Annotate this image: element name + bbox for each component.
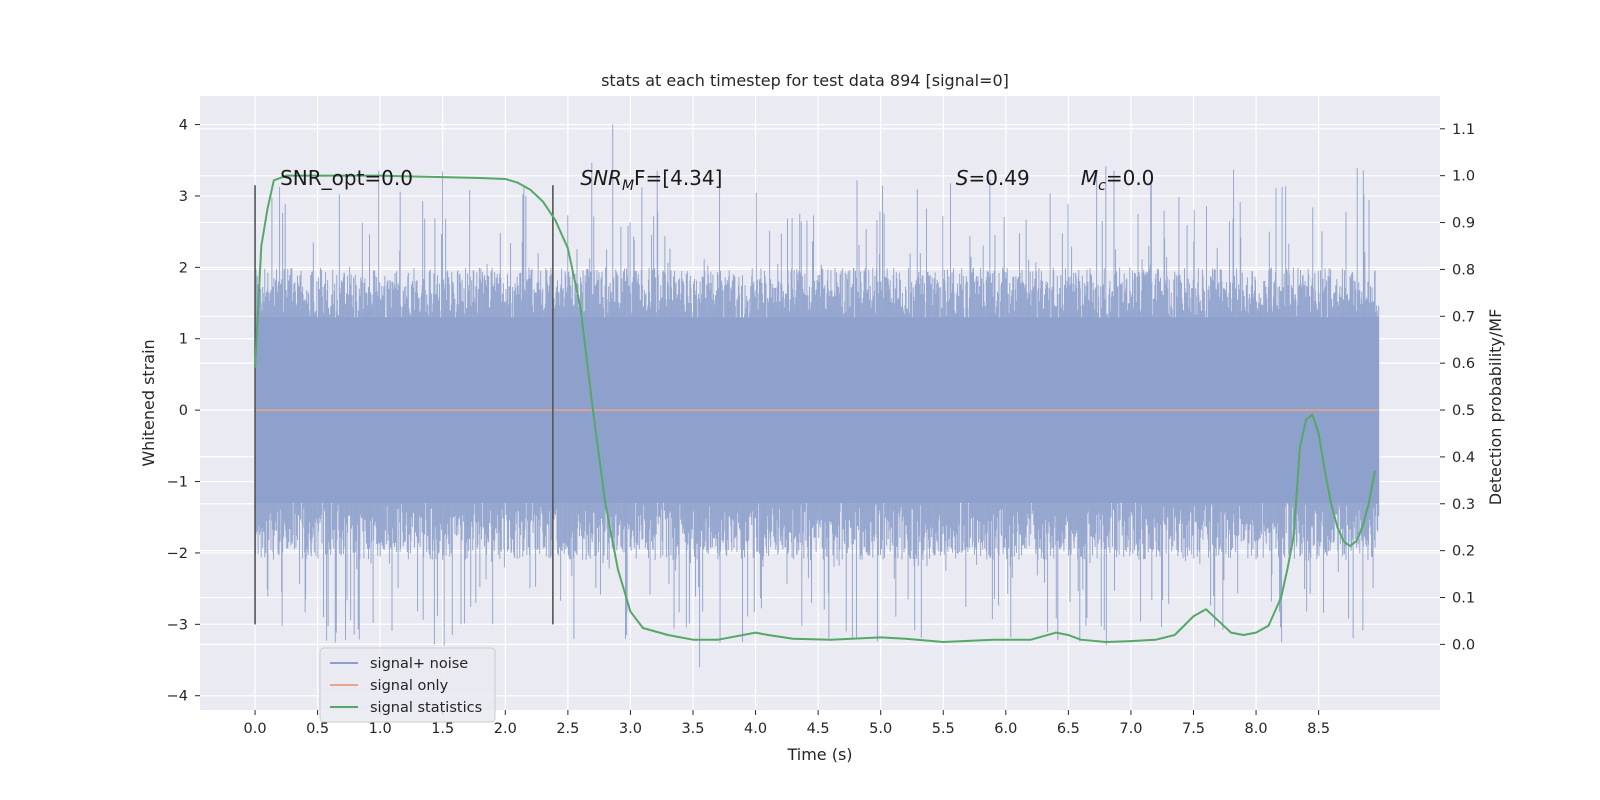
x-tick-label-16: 8.0 bbox=[1245, 721, 1268, 737]
annotation-3: Mc=0.0 bbox=[1081, 166, 1155, 194]
y-tick-label-2: 2 bbox=[179, 260, 188, 276]
y-tick-label-4: 0 bbox=[179, 403, 188, 419]
x-tick-label-0: 0.0 bbox=[244, 721, 267, 737]
y2-tick-label-8: 0.3 bbox=[1452, 497, 1475, 513]
legend-label-signal-noise: signal+ noise bbox=[370, 656, 468, 672]
legend-label-signal-statistics: signal statistics bbox=[370, 700, 482, 716]
x-tick-label-7: 3.5 bbox=[681, 721, 704, 737]
y2-tick-label-5: 0.6 bbox=[1452, 356, 1475, 372]
statistics-line bbox=[254, 174, 1376, 644]
y-axis-ticks: 4 3 2 1 0 −1 −2 −3 −4 bbox=[167, 118, 200, 705]
x-axis-label: Time (s) bbox=[786, 745, 852, 764]
x-tick-label-17: 8.5 bbox=[1307, 721, 1330, 737]
chart-title: stats at each timestep for test data 894… bbox=[601, 71, 1009, 90]
y2-tick-label-9: 0.2 bbox=[1452, 544, 1475, 560]
legend: signal+ noise signal only signal statist… bbox=[319, 647, 496, 723]
y-tick-label-6: −2 bbox=[167, 546, 188, 562]
x-tick-label-13: 6.5 bbox=[1057, 721, 1080, 737]
y2-axis-ticks: 1.1 1.0 0.9 0.8 0.7 0.6 0.5 0.4 0.3 0.2 0.1 0.0 bbox=[1440, 122, 1475, 653]
vertical-markers bbox=[254, 185, 554, 625]
x-tick-label-12: 6.0 bbox=[994, 721, 1017, 737]
series-signal-statistics bbox=[254, 174, 1376, 644]
x-tick-label-4: 2.0 bbox=[494, 721, 517, 737]
y2-tick-label-6: 0.5 bbox=[1452, 403, 1475, 419]
x-tick-label-6: 3.0 bbox=[619, 721, 642, 737]
x-tick-label-3: 1.5 bbox=[431, 721, 454, 737]
y2-tick-label-10: 0.1 bbox=[1452, 591, 1475, 607]
y2-tick-label-3: 0.8 bbox=[1452, 262, 1475, 278]
x-axis-ticks: 0.0 0.5 1.0 1.5 2.0 2.5 3.0 3.5 4.0 4.5 5.0 5.5 6.0 6… bbox=[244, 710, 1330, 737]
y-axis-label: Whitened strain bbox=[139, 339, 158, 466]
y-tick-label-0: 4 bbox=[179, 118, 188, 134]
y-tick-label-3: 1 bbox=[179, 332, 188, 348]
annotations: SNR_opt=0.0 SNRMF=[4.34] S=0.49 Mc=0.0 bbox=[280, 166, 1154, 194]
y-tick-label-5: −1 bbox=[167, 475, 188, 491]
x-tick-label-8: 4.0 bbox=[744, 721, 767, 737]
x-tick-label-9: 4.5 bbox=[807, 721, 830, 737]
y2-axis-label: Detection probability/MF bbox=[1486, 309, 1505, 506]
x-tick-label-10: 5.0 bbox=[869, 721, 892, 737]
x-tick-label-11: 5.5 bbox=[932, 721, 955, 737]
y-tick-label-1: 3 bbox=[179, 189, 188, 205]
x-tick-label-5: 2.5 bbox=[556, 721, 579, 737]
x-tick-label-2: 1.0 bbox=[369, 721, 392, 737]
x-tick-label-14: 7.0 bbox=[1119, 721, 1142, 737]
annotation-0: SNR_opt=0.0 bbox=[280, 166, 413, 190]
y2-tick-label-1: 1.0 bbox=[1452, 169, 1475, 185]
y-tick-label-7: −3 bbox=[167, 617, 188, 633]
y2-tick-label-0: 1.1 bbox=[1452, 122, 1475, 138]
x-tick-label-15: 7.5 bbox=[1182, 721, 1205, 737]
y-tick-label-8: −4 bbox=[167, 689, 188, 705]
legend-box bbox=[319, 647, 496, 723]
y2-tick-label-11: 0.0 bbox=[1452, 637, 1475, 653]
y2-tick-label-2: 0.9 bbox=[1452, 216, 1475, 232]
y2-tick-label-7: 0.4 bbox=[1452, 450, 1475, 466]
annotation-1: SNRMF=[4.34] bbox=[580, 166, 722, 194]
annotation-2: S=0.49 bbox=[956, 166, 1030, 190]
x-tick-label-1: 0.5 bbox=[306, 721, 329, 737]
y2-tick-label-4: 0.7 bbox=[1452, 309, 1475, 325]
legend-label-signal-only: signal only bbox=[370, 678, 449, 694]
